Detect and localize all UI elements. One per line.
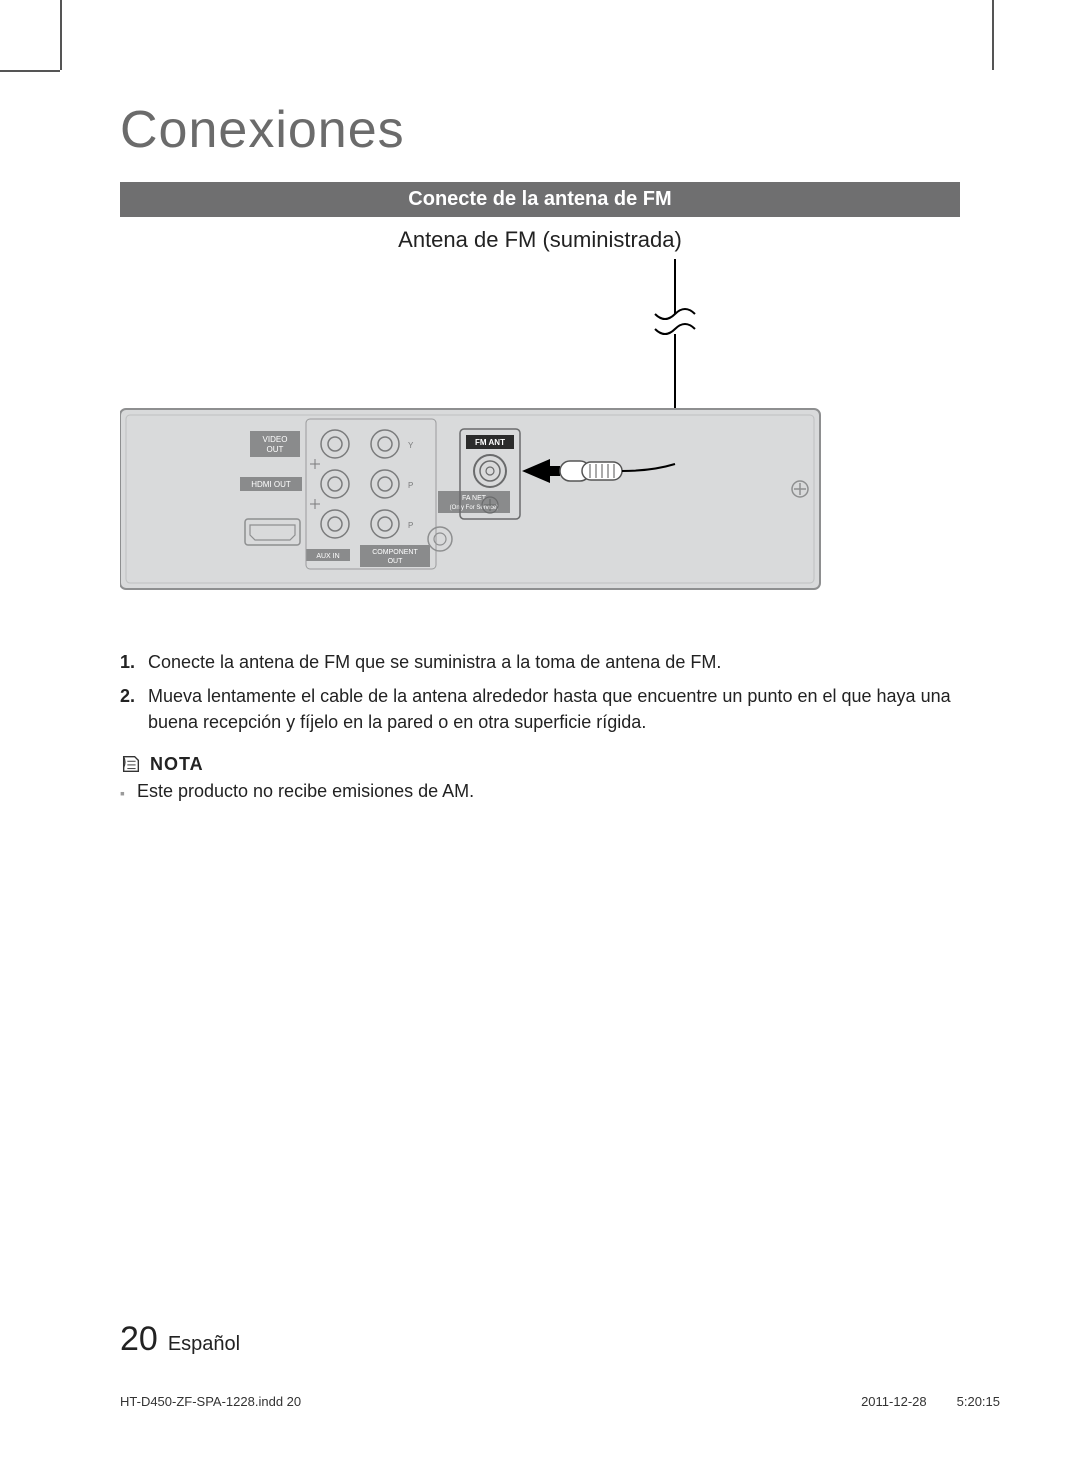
print-date: 2011-12-28 (861, 1394, 927, 1409)
indd-filename: HT-D450-ZF-SPA-1228.indd 20 (120, 1394, 301, 1409)
page-language: Español (168, 1333, 240, 1356)
print-meta: HT-D450-ZF-SPA-1228.indd 20 2011-12-28 5… (120, 1394, 1000, 1409)
label-text: HDMI OUT (251, 480, 291, 489)
bullet-icon: ▪ (120, 785, 125, 802)
step-text: Conecte la antena de FM que se suministr… (148, 649, 960, 675)
label-text: OUT (267, 445, 284, 454)
note-heading: NOTA (120, 753, 960, 775)
step-number: 1. (120, 649, 148, 675)
label-text: COMPONENT (372, 549, 418, 556)
video-out-label: VIDEO OUT (250, 431, 300, 457)
svg-text:P: P (408, 481, 413, 490)
section-heading-bar: Conecte de la antena de FM (120, 182, 960, 217)
content-area: Conexiones Conecte de la antena de FM An… (120, 100, 960, 802)
diagram-svg: VIDEO OUT HDMI OUT AUX I (120, 259, 960, 609)
step-text: Mueva lentamente el cable de la antena a… (148, 683, 960, 735)
step-item: 1. Conecte la antena de FM que se sumini… (120, 649, 960, 675)
step-list: 1. Conecte la antena de FM que se sumini… (120, 649, 960, 735)
label-text: (Only For Service) (450, 505, 499, 511)
print-time: 5:20:15 (957, 1394, 1000, 1409)
step-item: 2. Mueva lentamente el cable de la anten… (120, 683, 960, 735)
label-text: FM ANT (475, 438, 505, 447)
label-text: OUT (388, 558, 404, 565)
note-text: Este producto no recibe emisiones de AM. (137, 781, 474, 802)
crop-mark (0, 70, 60, 72)
component-out-label: COMPONENT OUT (360, 545, 430, 567)
svg-text:P: P (408, 521, 413, 530)
crop-mark (60, 0, 62, 70)
manual-page: Conexiones Conecte de la antena de FM An… (0, 0, 1080, 1479)
note-icon (120, 753, 142, 775)
rear-panel: VIDEO OUT HDMI OUT AUX I (120, 409, 820, 589)
chapter-title: Conexiones (120, 100, 960, 160)
note-label: NOTA (150, 754, 204, 775)
svg-text:Y: Y (408, 441, 414, 450)
hdmi-out-label: HDMI OUT (240, 477, 302, 491)
antenna-diagram: VIDEO OUT HDMI OUT AUX I (120, 259, 960, 609)
crop-mark (992, 0, 994, 70)
step-number: 2. (120, 683, 148, 735)
page-footer: 20 Español (120, 1320, 240, 1359)
note-block: NOTA ▪ Este producto no recibe emisiones… (120, 753, 960, 802)
label-text: AUX IN (316, 553, 339, 560)
diagram-caption: Antena de FM (suministrada) (120, 227, 960, 253)
fa-net-label: FA NET (Only For Service) (438, 491, 510, 513)
label-text: VIDEO (263, 435, 288, 444)
page-number: 20 (120, 1320, 158, 1359)
note-item: ▪ Este producto no recibe emisiones de A… (120, 781, 960, 802)
aux-in-label: AUX IN (306, 549, 350, 561)
